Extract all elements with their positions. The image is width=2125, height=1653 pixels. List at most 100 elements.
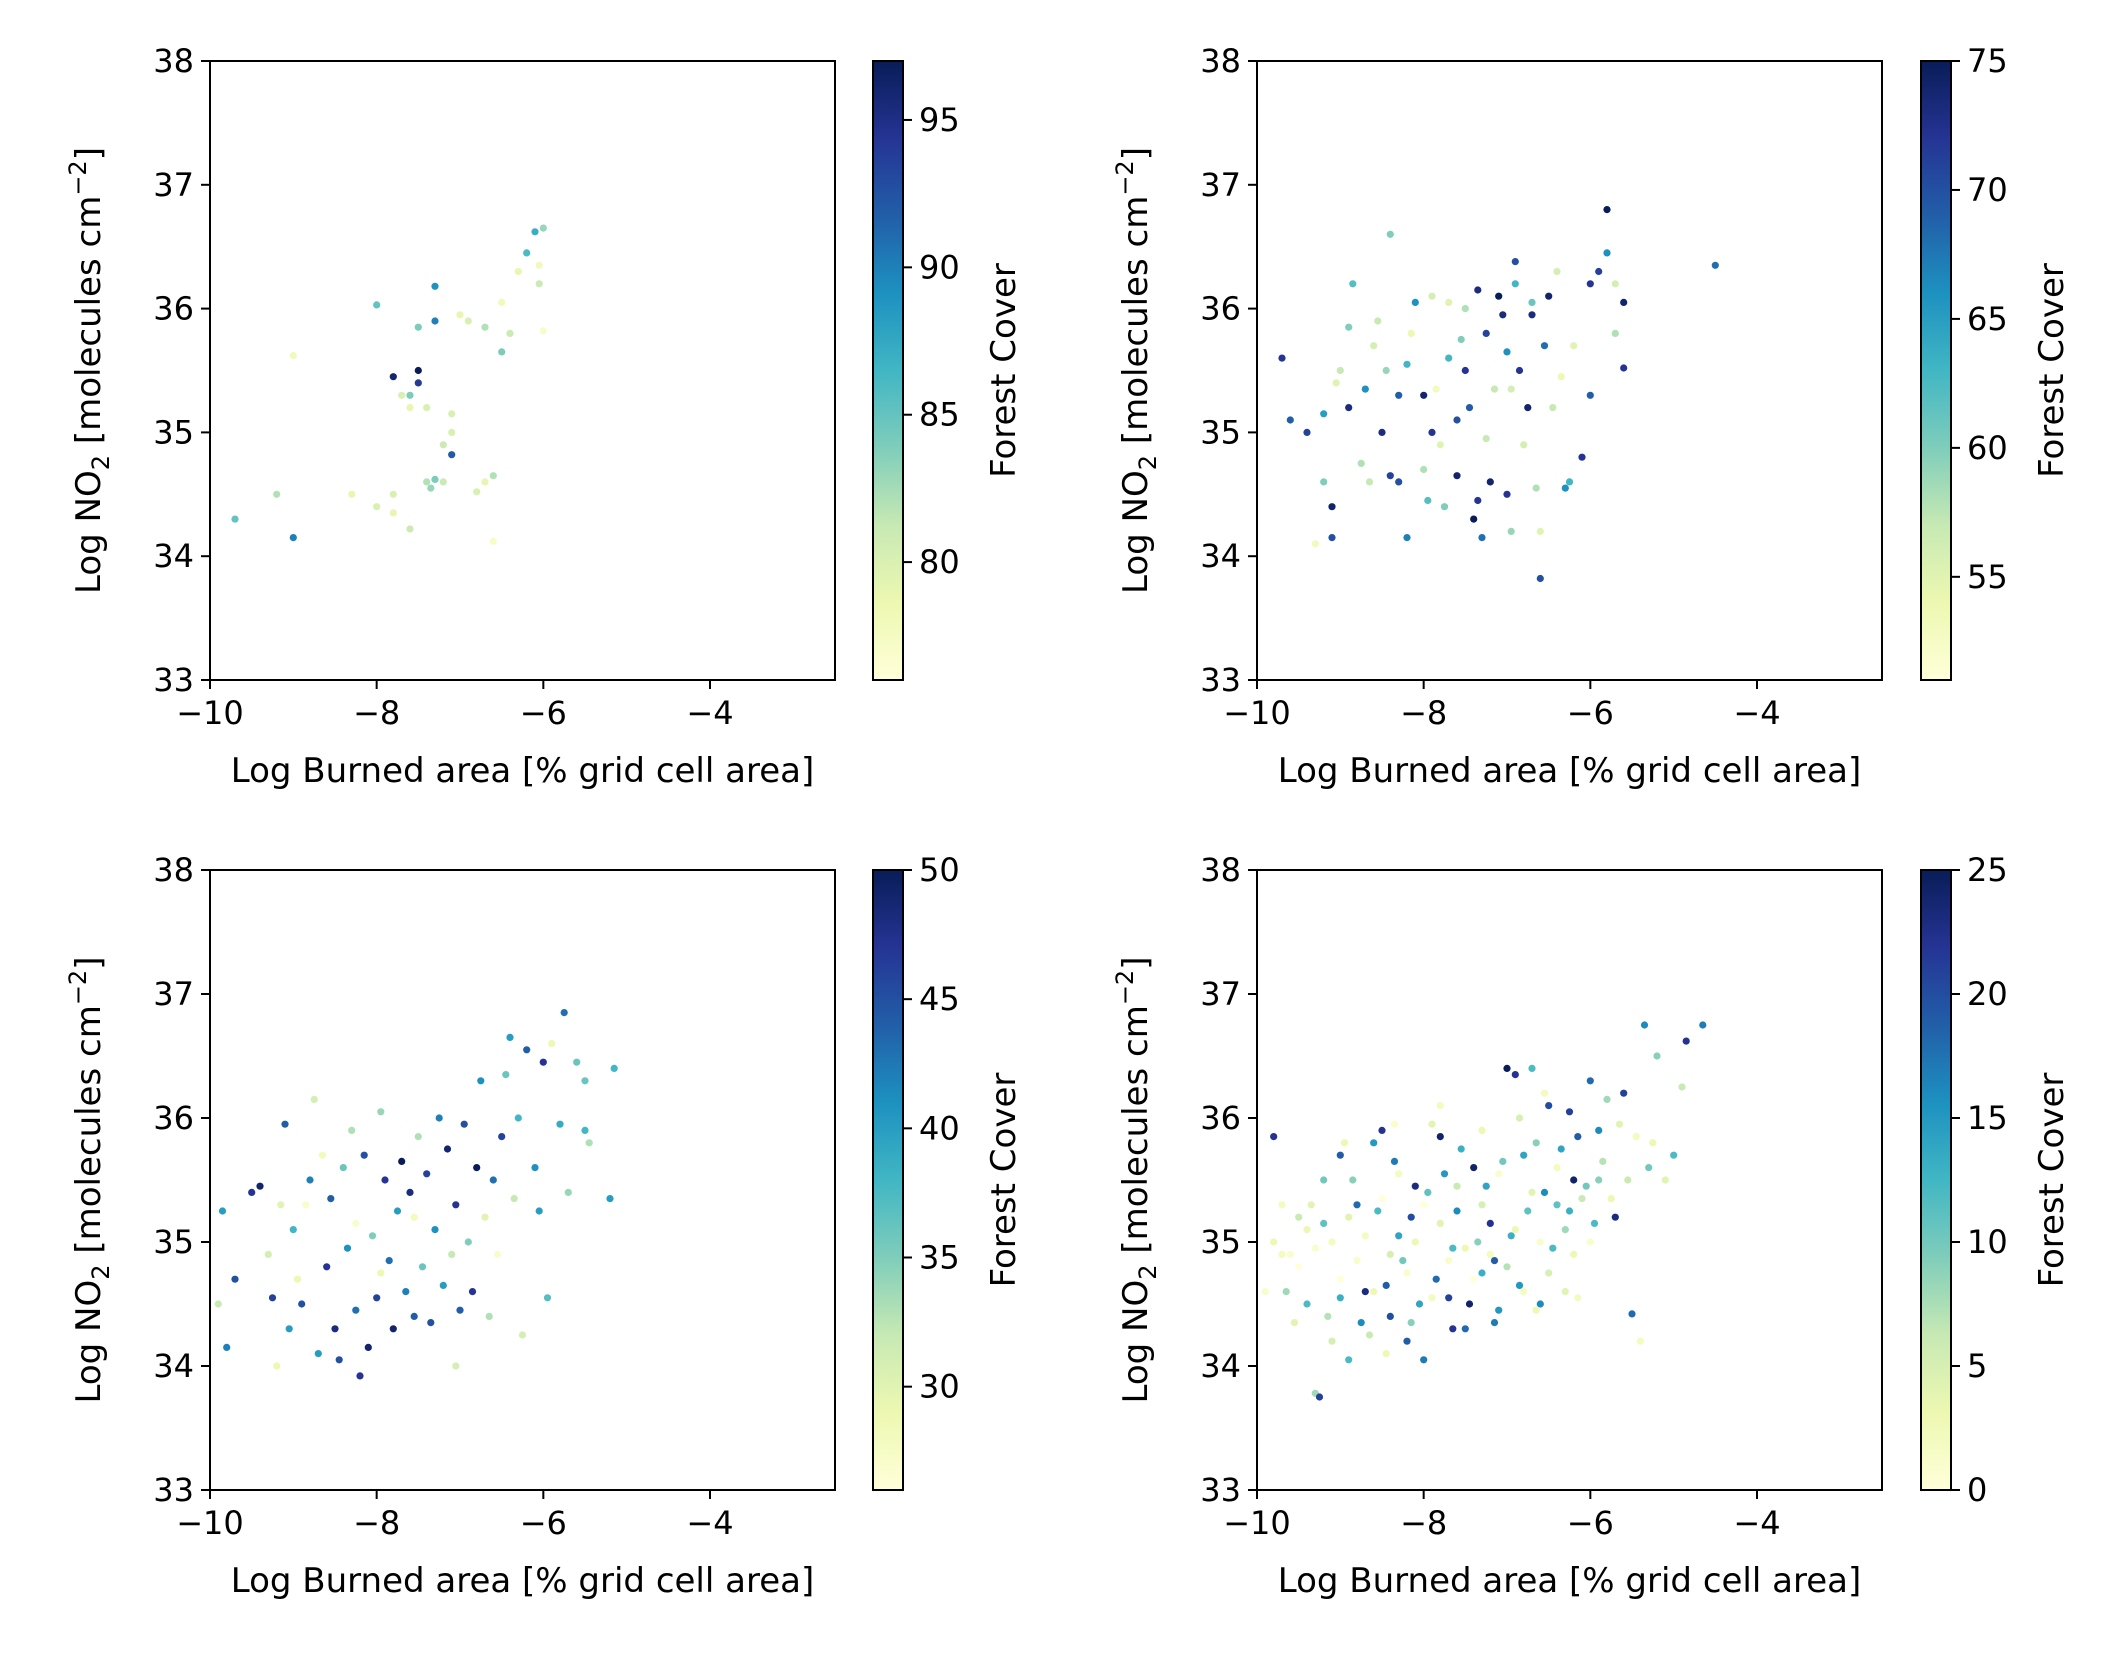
data-point: [1403, 1269, 1411, 1277]
y-tick-label: 34: [153, 537, 194, 575]
data-point: [1324, 1312, 1332, 1320]
data-point: [389, 490, 397, 498]
data-point: [1611, 329, 1619, 337]
data-point: [377, 1269, 385, 1277]
x-tick-label: −10: [1223, 1504, 1291, 1542]
data-point: [523, 1046, 531, 1054]
data-point: [1495, 1170, 1503, 1178]
data-point: [398, 391, 406, 399]
y-tick-label: 38: [1200, 42, 1241, 80]
data-point: [1565, 1207, 1574, 1215]
data-point: [248, 1188, 256, 1196]
data-point: [1611, 1213, 1619, 1221]
data-point: [1532, 484, 1540, 492]
y-tick-label: 38: [1200, 851, 1241, 889]
data-point: [293, 1275, 302, 1283]
data-point: [1486, 1219, 1494, 1227]
data-point: [1499, 1157, 1507, 1165]
scatter-panel-4: −10 −8 −6 −4 33 34 35 36 37 38 Log Burned area [% …: [1111, 851, 2072, 1601]
data-point: [302, 1201, 310, 1209]
data-point: [1670, 1151, 1678, 1159]
data-point: [1457, 1145, 1465, 1153]
data-point: [1453, 1207, 1461, 1215]
data-point: [439, 1281, 447, 1289]
scatter-panel-3: −10 −8 −6 −4 33 34 35 36 37 38 Log Burned area [% …: [64, 851, 1024, 1601]
data-point: [1278, 1201, 1286, 1209]
y-tick-label: 37: [1200, 166, 1241, 204]
data-point: [485, 1312, 493, 1320]
data-point: [489, 1176, 497, 1184]
colorbar-tick-label: 35: [919, 1239, 960, 1277]
data-point: [1295, 1213, 1303, 1221]
data-point: [1270, 1238, 1278, 1246]
y-label-text: Log NO: [1116, 470, 1156, 594]
data-point: [581, 1077, 589, 1085]
data-point: [1611, 280, 1619, 288]
data-point: [1415, 1300, 1424, 1308]
data-point: [1320, 1219, 1328, 1227]
data-point: [381, 1176, 389, 1184]
colorbar: [1920, 869, 1952, 1491]
data-point: [1482, 1182, 1490, 1190]
data-point: [539, 1058, 547, 1066]
x-tick-label: −6: [520, 1504, 567, 1542]
data-point: [1640, 1021, 1649, 1029]
y-tick-label: 36: [1200, 1099, 1241, 1137]
y-label-text: ]: [69, 147, 109, 160]
data-point: [1278, 1250, 1286, 1258]
data-point: [389, 509, 397, 517]
data-point: [1295, 1263, 1303, 1271]
data-point: [1524, 404, 1532, 412]
data-point: [535, 1207, 543, 1215]
data-point: [231, 1275, 239, 1283]
colorbar-label: Forest Cover: [2032, 1073, 2072, 1288]
colorbar-tick-label: 90: [919, 248, 960, 286]
data-point: [1336, 1151, 1344, 1159]
data-point: [1586, 1077, 1594, 1085]
data-point: [1503, 1064, 1511, 1072]
data-point: [368, 1232, 377, 1240]
colorbar-tick-label: 40: [919, 1109, 960, 1147]
colorbar-tick-label: 85: [919, 396, 960, 434]
data-point: [406, 525, 414, 533]
data-point: [1370, 1288, 1378, 1296]
data-point: [1453, 1182, 1461, 1190]
data-point: [1357, 459, 1365, 467]
data-point: [1503, 348, 1511, 356]
data-point: [1586, 280, 1594, 288]
data-point: [448, 410, 456, 418]
colorbar-tick-label: 0: [1967, 1471, 1987, 1509]
data-point: [1361, 1232, 1369, 1240]
data-point: [423, 1170, 431, 1178]
data-point: [1461, 1244, 1469, 1252]
x-axis-label: Log Burned area [% grid cell area]: [231, 1561, 814, 1601]
data-point: [1482, 329, 1490, 337]
y-tick-label: 36: [1200, 290, 1241, 328]
data-point: [1486, 1250, 1494, 1258]
data-point: [1378, 1195, 1386, 1203]
data-point: [498, 348, 506, 356]
data-point: [564, 1188, 572, 1196]
colorbar-tick-label: 65: [1967, 300, 2008, 338]
colorbar-tick-label: 20: [1967, 975, 2008, 1013]
data-point: [1603, 249, 1611, 257]
x-tick-label: −4: [686, 1504, 733, 1542]
data-point: [1595, 1126, 1603, 1134]
data-point: [410, 1213, 418, 1221]
data-point: [1620, 1089, 1628, 1097]
data-point: [1261, 1288, 1269, 1296]
y-tick-label: 33: [153, 1471, 194, 1509]
data-point: [1524, 1207, 1532, 1215]
x-tick-label: −8: [1400, 1504, 1447, 1542]
data-point: [448, 428, 456, 436]
data-point: [414, 323, 422, 331]
data-point: [1386, 230, 1394, 238]
data-point: [1574, 1294, 1582, 1302]
data-point: [1528, 1064, 1536, 1072]
colorbar-tick-label: 45: [919, 980, 960, 1018]
x-tick-label: −6: [520, 694, 567, 732]
y-tick-label: 35: [153, 1223, 194, 1261]
data-point: [1428, 1294, 1436, 1302]
data-point: [514, 267, 522, 276]
data-point: [1315, 1393, 1324, 1401]
